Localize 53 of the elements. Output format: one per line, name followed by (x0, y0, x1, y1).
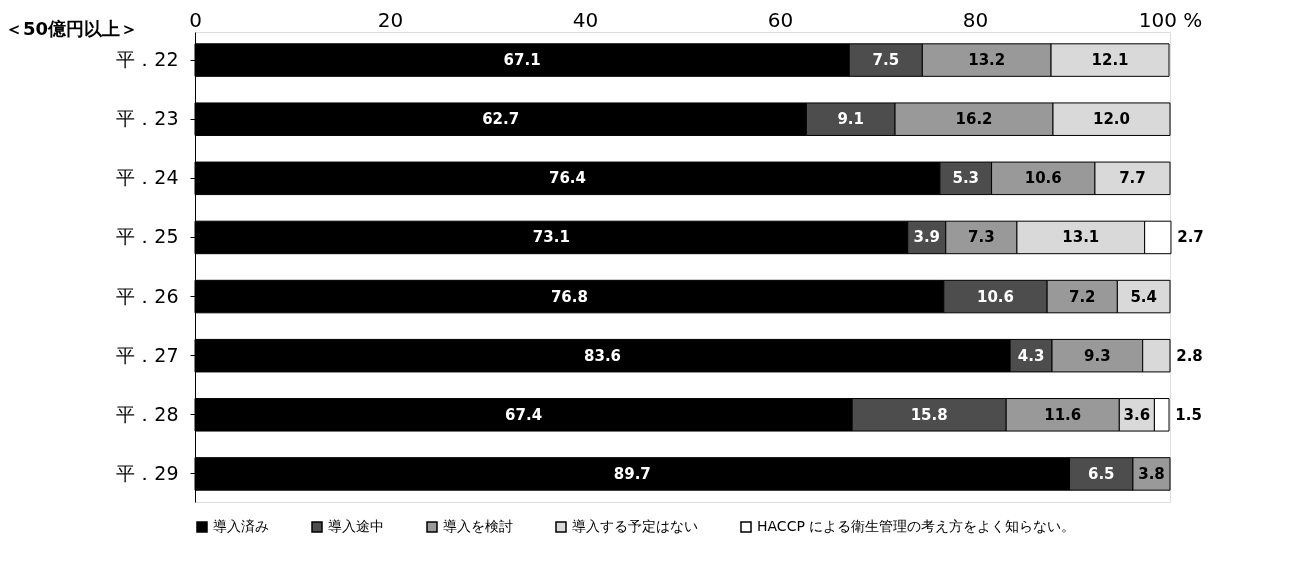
data-label: 2.7 (1177, 228, 1204, 247)
legend-label: 導入済み (213, 518, 269, 534)
data-label: 1.5 (1175, 405, 1202, 424)
data-label: 76.8 (550, 287, 588, 306)
y-tick-label: 平．26 (116, 284, 179, 307)
data-label: 3.9 (913, 228, 941, 247)
data-label: 62.7 (482, 110, 520, 129)
data-label: 2.8 (1176, 346, 1203, 365)
data-label: 4.3 (1017, 346, 1045, 365)
data-label: 67.4 (505, 405, 543, 424)
data-label: 7.7 (1119, 169, 1146, 188)
data-label: 10.6 (976, 287, 1014, 306)
data-label: 67.1 (503, 51, 541, 70)
data-label: 7.5 (872, 51, 900, 70)
y-tick-label: 平．23 (116, 107, 179, 130)
data-label: 11.6 (1044, 405, 1082, 424)
y-tick-label: 平．24 (116, 166, 179, 189)
data-label: 13.1 (1062, 228, 1100, 247)
data-label: 3.8 (1138, 464, 1165, 483)
data-label: 89.7 (613, 464, 651, 483)
data-label: 5.3 (952, 169, 980, 188)
data-label: 6.5 (1087, 464, 1115, 483)
data-label: 7.2 (1068, 287, 1096, 306)
x-tick-label: 60 (767, 7, 794, 32)
data-label: 83.6 (584, 346, 622, 365)
data-label: 12.0 (1092, 110, 1131, 129)
data-label: 9.1 (837, 110, 864, 129)
data-label: 13.2 (968, 51, 1006, 70)
data-label: 12.1 (1091, 51, 1129, 70)
x-tick-label: 40 (572, 7, 599, 32)
data-label: 76.4 (548, 169, 586, 188)
y-tick-label: 平．27 (116, 343, 179, 366)
x-tick-label: 100 % (1138, 7, 1203, 32)
data-label: 16.2 (955, 110, 993, 129)
x-tick-label: 80 (962, 7, 989, 32)
legend-label: 導入を検討 (443, 518, 513, 534)
legend-label: HACCP による衛生管理の考え方をよく知らない。 (757, 518, 1076, 534)
x-tick-label: 0 (189, 7, 202, 32)
data-label: 5.4 (1130, 287, 1157, 306)
data-label: 9.3 (1084, 346, 1111, 365)
y-tick-label: 平．29 (116, 461, 179, 484)
data-label: 7.3 (968, 228, 995, 247)
data-label: 10.6 (1024, 169, 1062, 188)
data-label: 15.8 (910, 405, 948, 424)
x-tick-label: 20 (377, 7, 404, 32)
legend-label: 導入する予定はない (572, 518, 698, 534)
legend-label: 導入途中 (328, 518, 384, 534)
y-tick-label: 平．25 (116, 225, 179, 248)
data-label: 73.1 (532, 228, 570, 247)
data-label: 3.6 (1123, 405, 1151, 424)
text: ＜50億円以上＞ (5, 18, 139, 39)
y-tick-label: 平．22 (116, 48, 179, 71)
y-tick-label: 平．28 (116, 402, 179, 425)
